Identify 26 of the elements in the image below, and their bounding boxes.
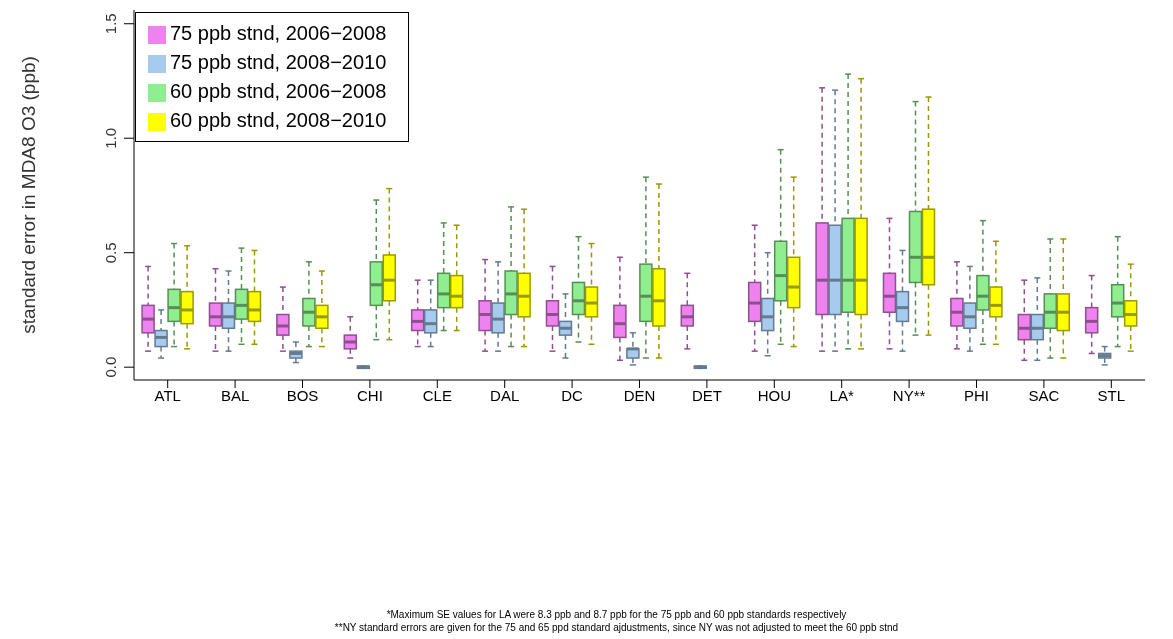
x-tick-label: BOS	[286, 386, 319, 404]
y-tick-label: 0.5	[102, 242, 119, 264]
y-axis-title: standard error in MDA8 O3 (ppb)	[17, 56, 39, 334]
x-tick-label: HOU	[757, 386, 791, 404]
legend-label: 75 ppb stnd, 2008−2010	[170, 51, 387, 73]
x-tick-label: BAL	[220, 386, 250, 404]
legend-label: 75 ppb stnd, 2006−2008	[170, 22, 387, 44]
x-tick-label: DC	[561, 386, 584, 404]
x-tick-label: ATL	[154, 386, 181, 404]
x-tick-label: SAC	[1028, 386, 1060, 404]
x-tick-label: PHI	[963, 386, 990, 404]
y-tick-label: 0.0	[102, 356, 119, 378]
legend-label: 60 ppb stnd, 2006−2008	[170, 80, 387, 102]
y-tick-label: 1.0	[102, 127, 119, 149]
x-tick-label: DEN	[623, 386, 656, 404]
text: **NY standard errors are given for the 75 and 65 ppd standard ajdustments, since NY was not adjusted to meet the 60 ppb stnd	[333, 621, 900, 634]
x-tick-label: CLE	[422, 386, 452, 404]
x-tick-label: LA*	[829, 386, 854, 404]
x-tick-label: DET	[691, 386, 722, 404]
text: *Maximum SE values for LA were 8.3 ppb and 8.7 ppb for the 75 ppb and 60 ppb standards respectively	[385, 608, 848, 621]
x-tick-label: NY**	[892, 386, 926, 404]
y-tick-label: 1.5	[102, 13, 119, 35]
x-tick-label: STL	[1097, 386, 1126, 404]
x-tick-label: CHI	[356, 386, 383, 404]
legend-label: 60 ppb stnd, 2008−2010	[170, 109, 387, 131]
x-tick-label: DAL	[490, 386, 520, 404]
